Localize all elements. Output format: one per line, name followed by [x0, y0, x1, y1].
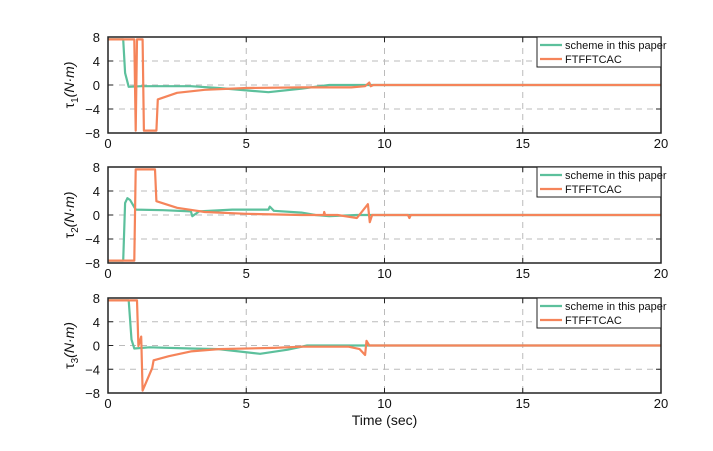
y-tick-label: −4 — [85, 232, 100, 247]
series-line-scheme — [108, 197, 661, 262]
x-tick-label: 20 — [654, 396, 668, 411]
legend: scheme in this paper FTFFTCAC — [536, 166, 667, 198]
legend: scheme in this paper FTFFTCAC — [536, 36, 667, 68]
x-tick-label: 15 — [516, 266, 530, 281]
y-tick-label: 8 — [93, 30, 100, 45]
series-line-scheme — [108, 299, 661, 355]
y-tick-label: −8 — [85, 386, 100, 401]
series-line-ftfftcac — [108, 168, 661, 262]
legend-label: scheme in this paper — [565, 40, 667, 52]
y-tick-label: −8 — [85, 126, 100, 141]
subplot-1: 0 5 10 15 20 8 4 0 −4 −8 τ1(N·m) scheme in this pap… — [61, 30, 668, 151]
legend-label: FTFFTCAC — [565, 315, 622, 327]
x-tick-label: 5 — [243, 136, 250, 151]
y-tick-label: −4 — [85, 102, 100, 117]
x-tick-label: 5 — [243, 396, 250, 411]
subplot-2: 0 5 10 15 20 8 4 0 −4 −8 τ2(N·m) scheme in this pap… — [61, 160, 668, 281]
legend-label: FTFFTCAC — [565, 184, 622, 196]
y-tick-label: −8 — [85, 256, 100, 271]
y-tick-label: 8 — [93, 160, 100, 175]
x-tick-label: 15 — [516, 396, 530, 411]
series-line-ftfftcac — [108, 299, 661, 392]
y-tick-label: 0 — [93, 208, 100, 223]
axes-frame — [107, 36, 662, 134]
y-axis-label: τ3(N·m) — [61, 322, 81, 369]
legend-label: scheme in this paper — [565, 301, 667, 313]
legend-box — [536, 166, 662, 198]
x-tick-label: 20 — [654, 266, 668, 281]
x-tick-label: 10 — [377, 396, 391, 411]
y-tick-label: −4 — [85, 362, 100, 377]
x-tick-label: 0 — [104, 266, 111, 281]
y-tick-label: 4 — [93, 315, 100, 330]
series-line-scheme — [108, 38, 661, 94]
x-tick-label: 0 — [104, 396, 111, 411]
x-tick-label: 10 — [377, 266, 391, 281]
x-tick-label: 20 — [654, 136, 668, 151]
x-tick-label: 15 — [516, 136, 530, 151]
legend: scheme in this paper FTFFTCAC — [536, 297, 667, 329]
x-tick-label: 5 — [243, 266, 250, 281]
legend-label: FTFFTCAC — [565, 54, 622, 66]
legend-label: scheme in this paper — [565, 170, 667, 182]
y-tick-label: 4 — [93, 54, 100, 69]
y-tick-label: 8 — [93, 291, 100, 306]
legend-box — [536, 36, 662, 68]
axes-frame — [107, 166, 662, 264]
series-line-ftfftcac — [108, 38, 661, 132]
x-tick-label: 10 — [377, 136, 391, 151]
subplot-3: 0 5 10 15 20 8 4 0 −4 −8 τ3(N·m) scheme in this pap… — [61, 291, 668, 428]
y-tick-label: 4 — [93, 184, 100, 199]
y-axis-label: τ2(N·m) — [61, 192, 81, 239]
x-tick-label: 0 — [104, 136, 111, 151]
legend-box — [536, 297, 662, 329]
x-axis-label: Time (sec) — [352, 412, 418, 428]
y-axis-label: τ1(N·m) — [61, 62, 81, 109]
y-tick-label: 0 — [93, 78, 100, 93]
axes-frame — [107, 297, 662, 394]
y-tick-label: 0 — [93, 339, 100, 354]
